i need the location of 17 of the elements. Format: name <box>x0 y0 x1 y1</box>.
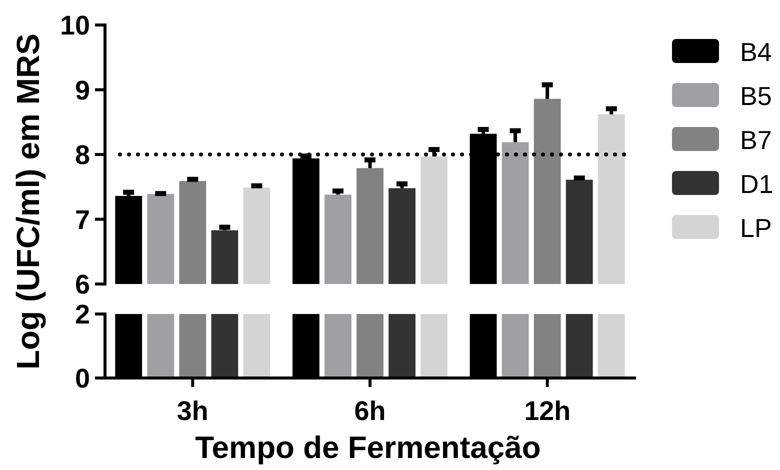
legend-label: B5 <box>740 81 772 111</box>
y-axis-title: Log (UFC/ml) em MRS <box>10 34 46 370</box>
legend-label: B4 <box>740 37 772 67</box>
y-tick-label: 8 <box>74 140 90 170</box>
y-tick-label: 10 <box>60 10 90 41</box>
legend-label: B7 <box>740 125 772 155</box>
x-axis-title: Tempo de Fermentação <box>195 430 541 465</box>
x-tick-label: 12h <box>524 396 571 426</box>
y-tick-label: 2 <box>74 300 90 330</box>
x-tick-label: 6h <box>354 396 386 426</box>
y-tick-label: 0 <box>74 364 90 394</box>
x-tick-label: 3h <box>176 396 208 426</box>
y-tick-label: 9 <box>74 75 90 106</box>
legend-label: LP <box>740 213 772 243</box>
y-tick-label: 7 <box>74 204 90 235</box>
y-tick-label: 6 <box>74 270 90 300</box>
legend-label: D1 <box>740 169 774 199</box>
